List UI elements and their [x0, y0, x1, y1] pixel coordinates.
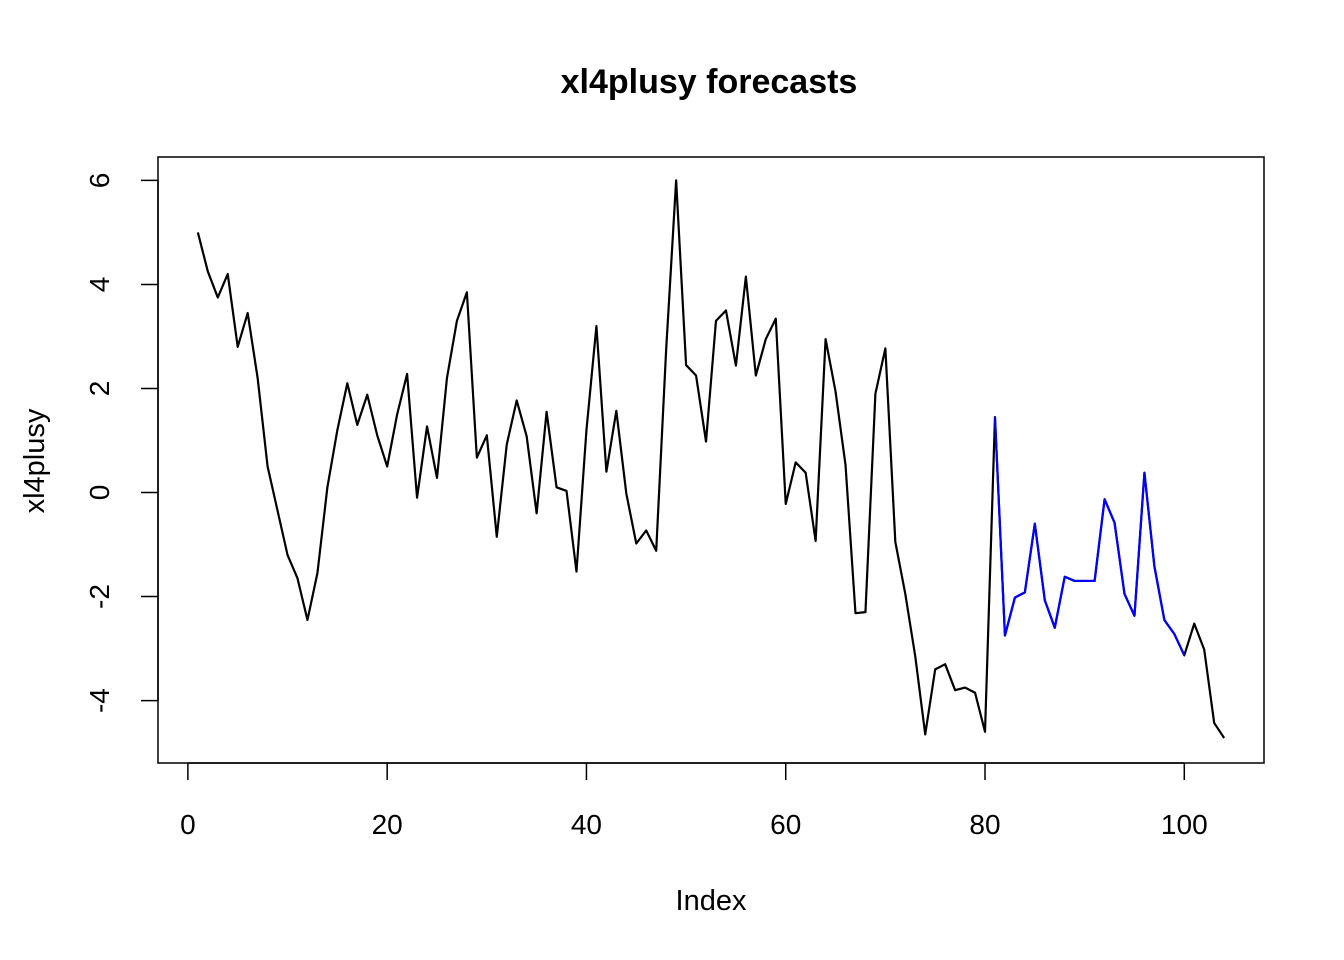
plot-frame: [157, 156, 1265, 764]
y-tick-label: -2: [84, 584, 115, 609]
x-axis-title: Index: [676, 885, 747, 917]
x-tick-label: 40: [571, 809, 602, 840]
series-line-2: [993, 417, 1186, 656]
x-tick-label: 100: [1161, 809, 1208, 840]
x-axis: 0 20 40 60 80 100: [180, 762, 1208, 840]
series-layer: [196, 179, 1226, 739]
x-tick-label: 60: [770, 809, 801, 840]
series-line-1: [196, 179, 1226, 739]
chart-title: xl4plusy forecasts: [561, 63, 858, 101]
y-tick-label: -4: [84, 688, 115, 713]
x-tick-label: 20: [372, 809, 403, 840]
y-tick-label: 4: [84, 277, 115, 293]
y-axis-title: xl4plusy: [19, 408, 51, 513]
x-tick-label: 80: [969, 809, 1000, 840]
x-tick-label: 0: [180, 809, 196, 840]
y-tick-label: 0: [84, 485, 115, 501]
y-axis: -4 -2 0 2 4 6: [84, 173, 159, 713]
y-tick-label: 6: [84, 173, 115, 189]
y-tick-label: 2: [84, 381, 115, 397]
